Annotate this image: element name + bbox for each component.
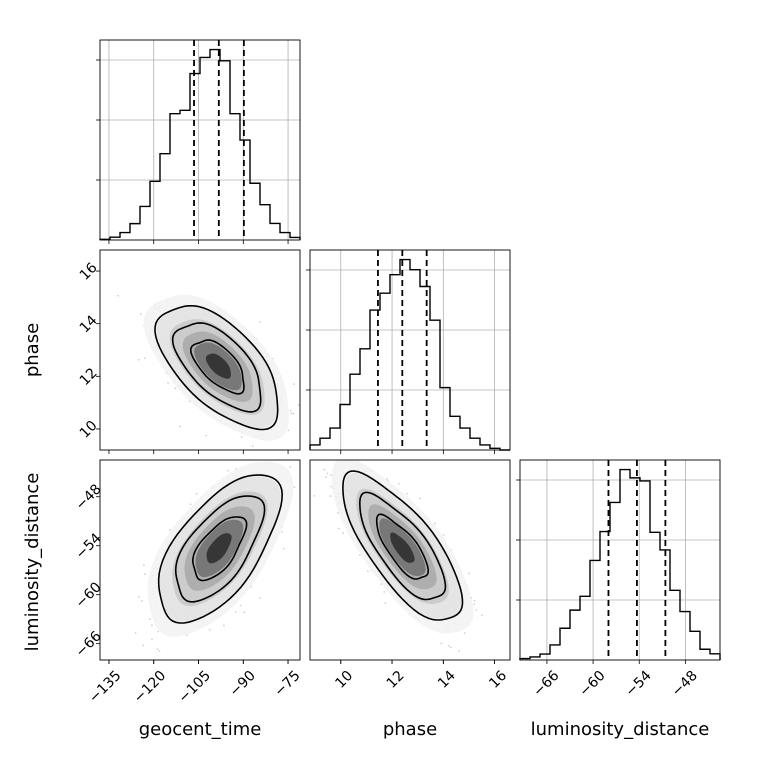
panel-lumdist-phase-scatter-point — [330, 485, 333, 488]
panel-lumdist-geocent-scatter-point — [195, 492, 198, 495]
panel-lumdist-phase-scatter-point — [480, 614, 483, 617]
panel-lumdist-geocent-scatter-point — [151, 624, 153, 627]
panel-lumdist-geocent-scatter-point — [185, 634, 188, 637]
panel-lumdist-geocent-contour — [157, 474, 284, 624]
panel-lumdist-geocent-scatter-point — [293, 486, 296, 489]
panel-lumdist-phase-scatter-point — [325, 476, 328, 479]
panel-phase-geocent-scatter-point — [292, 412, 295, 415]
panel-lumdist-phase-scatter-point — [340, 458, 342, 460]
panel-lumdist-geocent-scatter-point — [239, 604, 242, 607]
density-layer — [117, 294, 483, 653]
panel-lumdist-geocent-density-level — [206, 533, 232, 564]
panel-lumdist-phase-scatter-point — [398, 482, 400, 485]
panel-phase-geocent-scatter-point — [292, 383, 295, 386]
panel-phase-geocent-scatter-point — [270, 454, 272, 456]
panel-lumdist-phase-scatter-point — [337, 527, 340, 530]
panel-phase-geocent-contour — [171, 322, 262, 413]
panel-lumdist-geocent-scatter-point — [156, 648, 159, 651]
panel-lumdist-geocent-scatter-point — [234, 611, 237, 614]
panel-lumdist-geocent-contour — [174, 495, 266, 603]
panel-lumdist-geocent-density — [134, 446, 296, 653]
panel-phase-geocent-scatter-point — [289, 409, 292, 412]
panel-lumdist-phase-scatter-point — [449, 646, 452, 649]
panel-lumdist-geocent-scatter-point — [169, 529, 171, 531]
panel-lumdist-phase-scatter-point — [418, 497, 421, 500]
panel-phase-geocent-scatter-point — [174, 387, 177, 390]
panel-lumdist-phase-scatter-point — [323, 431, 325, 433]
panel-phase-geocent-scatter-point — [290, 412, 293, 415]
panel-phase-geocent-scatter-point — [259, 321, 261, 323]
panel-lumdist-phase-scatter-point — [473, 603, 476, 605]
panel-phase-geocent-scatter-point — [137, 358, 140, 361]
panel-lumdist-geocent-scatter-point — [263, 446, 265, 448]
panel-phase-geocent-scatter-point — [251, 445, 254, 448]
panel-lumdist-geocent-scatter-point — [208, 628, 211, 631]
panel-lumdist-geocent-scatter-point — [134, 631, 137, 634]
panel-lumdist-phase-scatter-point — [323, 468, 326, 471]
panel-phase-geocent-scatter-point — [167, 381, 169, 384]
panel-lumdist-geocent-scatter-point — [266, 458, 268, 460]
panel-phase-geocent-scatter-point — [117, 294, 120, 297]
panel-lumdist-phase-scatter-point — [336, 511, 339, 514]
panel-lumdist-phase-scatter-point — [366, 570, 369, 573]
panel-lumdist-geocent-contour — [191, 516, 248, 582]
panel-lumdist-geocent-scatter-point — [151, 638, 153, 641]
panel-lumdist-phase-scatter-point — [447, 645, 450, 647]
panel-lumdist-phase-scatter-point — [434, 522, 436, 525]
panel-lumdist-phase-scatter-point — [475, 609, 478, 611]
panel-phase-geocent-contour — [154, 305, 279, 431]
panel-lumdist-geocent-scatter-point — [158, 650, 161, 653]
panel-lumdist-phase-scatter-point — [326, 472, 329, 475]
panel-lumdist-geocent-scatter-point — [142, 644, 145, 647]
panel-lumdist-phase-scatter-point — [358, 554, 361, 557]
panel-lumdist-phase-scatter-point — [458, 649, 461, 652]
panel-lumdist-geocent-scatter-point — [223, 624, 225, 627]
panel-phase-geocent-scatter-point — [287, 429, 290, 432]
panel-lumdist-phase-scatter-point — [330, 474, 332, 477]
panel-lumdist-geocent-scatter-point — [251, 453, 253, 455]
panel-lumdist-phase-scatter-point — [329, 495, 332, 497]
panel-lumdist-phase-scatter-point — [440, 642, 443, 645]
panel-phase-geocent-scatter-point — [139, 313, 142, 315]
panel-lumdist-geocent-scatter-point — [259, 597, 261, 600]
panel-lumdist-phase-scatter-point — [386, 478, 388, 480]
panel-lumdist-geocent-scatter-point — [149, 618, 151, 621]
panel-lumdist-geocent-scatter-point — [143, 564, 145, 567]
panel-lumdist-phase-scatter-point — [463, 632, 466, 634]
panel-lumdist-geocent-scatter-point — [144, 573, 146, 576]
panel-phase-geocent-scatter-point — [240, 436, 243, 438]
panel-phase-geocent-scatter-point — [144, 357, 146, 360]
panel-lumdist-geocent-scatter-point — [141, 599, 143, 602]
panel-lumdist-geocent-scatter-point — [243, 611, 246, 614]
panel-lumdist-phase-density — [313, 431, 483, 652]
panel-lumdist-geocent-scatter-point — [157, 630, 160, 633]
panel-lumdist-geocent-scatter-point — [289, 465, 292, 468]
panel-lumdist-geocent-scatter-point — [281, 531, 283, 533]
panel-lumdist-geocent-scatter-point — [189, 503, 192, 506]
panel-phase-geocent-density-level — [205, 353, 231, 379]
panel-lumdist-geocent-scatter-point — [282, 547, 285, 550]
panel-phase-geocent-scatter-point — [297, 404, 300, 407]
panel-lumdist-phase-scatter-point — [442, 534, 445, 536]
panel-lumdist-phase-scatter-point — [342, 532, 344, 534]
panel-phase-geocent-scatter-point — [179, 425, 182, 428]
panel-lumdist-phase-scatter-point — [313, 494, 316, 497]
panel-phase-geocent-density — [117, 294, 300, 456]
panel-lumdist-geocent-scatter-point — [137, 596, 140, 598]
panel-phase-geocent-contour — [190, 339, 245, 395]
panel-lumdist-geocent-scatter-point — [227, 469, 229, 472]
panel-phase-geocent-scatter-point — [205, 434, 208, 437]
